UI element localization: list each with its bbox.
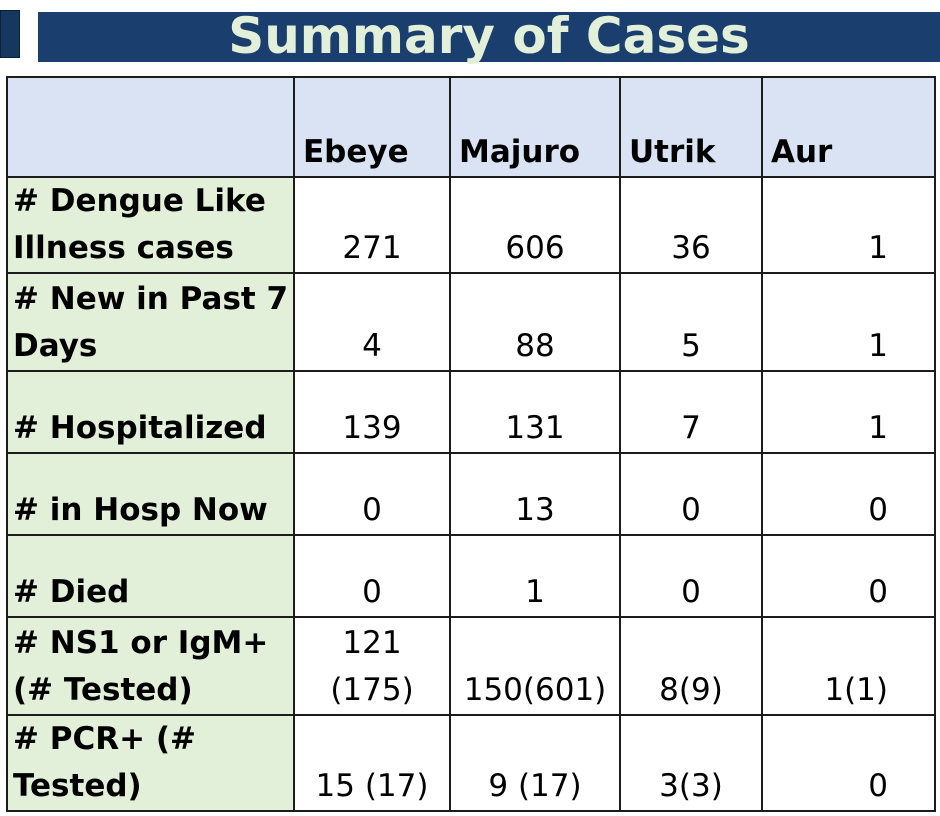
table-cell: 88: [449, 272, 621, 372]
table-cell: 7: [619, 370, 763, 454]
row-label: # in Hosp Now: [6, 452, 295, 536]
table-cell: 1: [761, 176, 936, 274]
table-cell: 15 (17): [293, 714, 451, 812]
table-cell: 1(1): [761, 616, 936, 716]
table-cell: 5: [619, 272, 763, 372]
header-cell-aur: Aur: [761, 76, 936, 178]
table-row: # Hospitalized 139 131 7 1: [6, 370, 936, 454]
table-row: # Dengue Like Illness cases 271 606 36 1: [6, 176, 936, 274]
table-cell: 8(9): [619, 616, 763, 716]
row-label: # New in Past 7 Days: [6, 272, 295, 372]
table-cell: 13: [449, 452, 621, 536]
table-cell: 36: [619, 176, 763, 274]
cases-summary-table: Ebeye Majuro Utrik Aur # Dengue Like Ill…: [6, 76, 936, 812]
header-cell-ebeye: Ebeye: [293, 76, 451, 178]
header-cell-utrik: Utrik: [619, 76, 763, 178]
table-cell: 3(3): [619, 714, 763, 812]
table-cell: 0: [619, 534, 763, 618]
decorative-left-block: [0, 10, 20, 58]
row-label: # NS1 or IgM+ (# Tested): [6, 616, 295, 716]
table-cell: 4: [293, 272, 451, 372]
table-header-row: Ebeye Majuro Utrik Aur: [6, 76, 936, 178]
row-label: # Died: [6, 534, 295, 618]
table-row: # PCR+ (# Tested) 15 (17) 9 (17) 3(3) 0: [6, 714, 936, 812]
table-cell: 0: [761, 714, 936, 812]
table-cell: 0: [619, 452, 763, 536]
table-cell: 0: [761, 452, 936, 536]
table-cell: 1: [761, 370, 936, 454]
table-cell: 606: [449, 176, 621, 274]
table-cell: 139: [293, 370, 451, 454]
table-cell: 9 (17): [449, 714, 621, 812]
table-cell: 1: [761, 272, 936, 372]
table-cell: 0: [293, 452, 451, 536]
row-label: # Dengue Like Illness cases: [6, 176, 295, 274]
row-label: # PCR+ (# Tested): [6, 714, 295, 812]
table-cell: 0: [293, 534, 451, 618]
table-cell: 271: [293, 176, 451, 274]
title-bar: [38, 12, 940, 62]
table-cell: 121 (175): [293, 616, 451, 716]
page-title: Summary of Cases: [228, 7, 750, 65]
table-row: # in Hosp Now 0 13 0 0: [6, 452, 936, 536]
header-cell-empty: [6, 76, 295, 178]
table-row: # Died 0 1 0 0: [6, 534, 936, 618]
table-cell: 0: [761, 534, 936, 618]
row-label: # Hospitalized: [6, 370, 295, 454]
table-cell: 1: [449, 534, 621, 618]
table-cell: 131: [449, 370, 621, 454]
table-row: # New in Past 7 Days 4 88 5 1: [6, 272, 936, 372]
table-row: # NS1 or IgM+ (# Tested) 121 (175) 150(6…: [6, 616, 936, 716]
header-cell-majuro: Majuro: [449, 76, 621, 178]
table-cell: 150(601): [449, 616, 621, 716]
